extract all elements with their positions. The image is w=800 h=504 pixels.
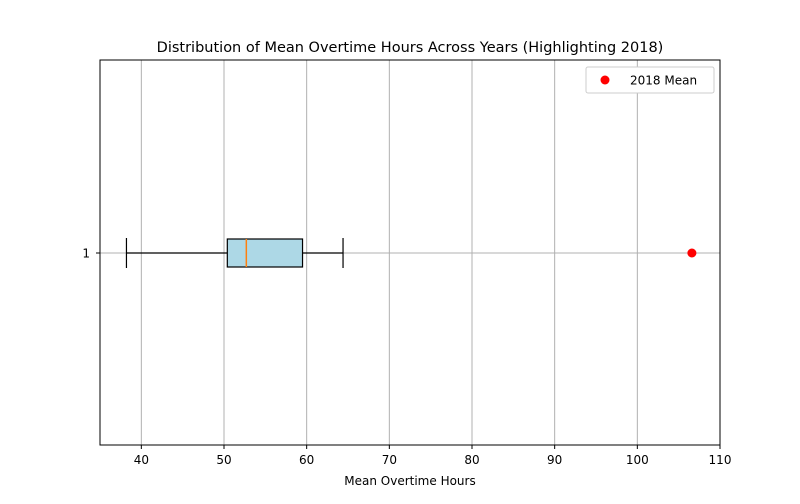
- iqr-box: [226, 238, 304, 268]
- x-tick-label: 40: [134, 453, 149, 467]
- x-axis-title: Mean Overtime Hours: [344, 474, 475, 488]
- x-tick-label: 100: [626, 453, 649, 467]
- x-tick-label: 80: [464, 453, 479, 467]
- x-tick-label: 90: [547, 453, 562, 467]
- chart-title: Distribution of Mean Overtime Hours Acro…: [157, 40, 664, 56]
- x-tick-label: 60: [299, 453, 314, 467]
- x-tick-label: 70: [382, 453, 397, 467]
- legend: 2018 Mean: [585, 66, 715, 94]
- x-tick-label: 50: [216, 453, 231, 467]
- y-tick-label: 1: [82, 247, 90, 261]
- legend-marker: [600, 75, 610, 85]
- legend-frame: [585, 66, 715, 94]
- highlight-point-2018-mean: [687, 248, 697, 258]
- axes: 40 50 60 70 80 90 100 110 1: [82, 59, 732, 467]
- legend-label: 2018 Mean: [630, 74, 697, 88]
- x-tick-label: 110: [709, 453, 732, 467]
- plot-area: [125, 238, 697, 268]
